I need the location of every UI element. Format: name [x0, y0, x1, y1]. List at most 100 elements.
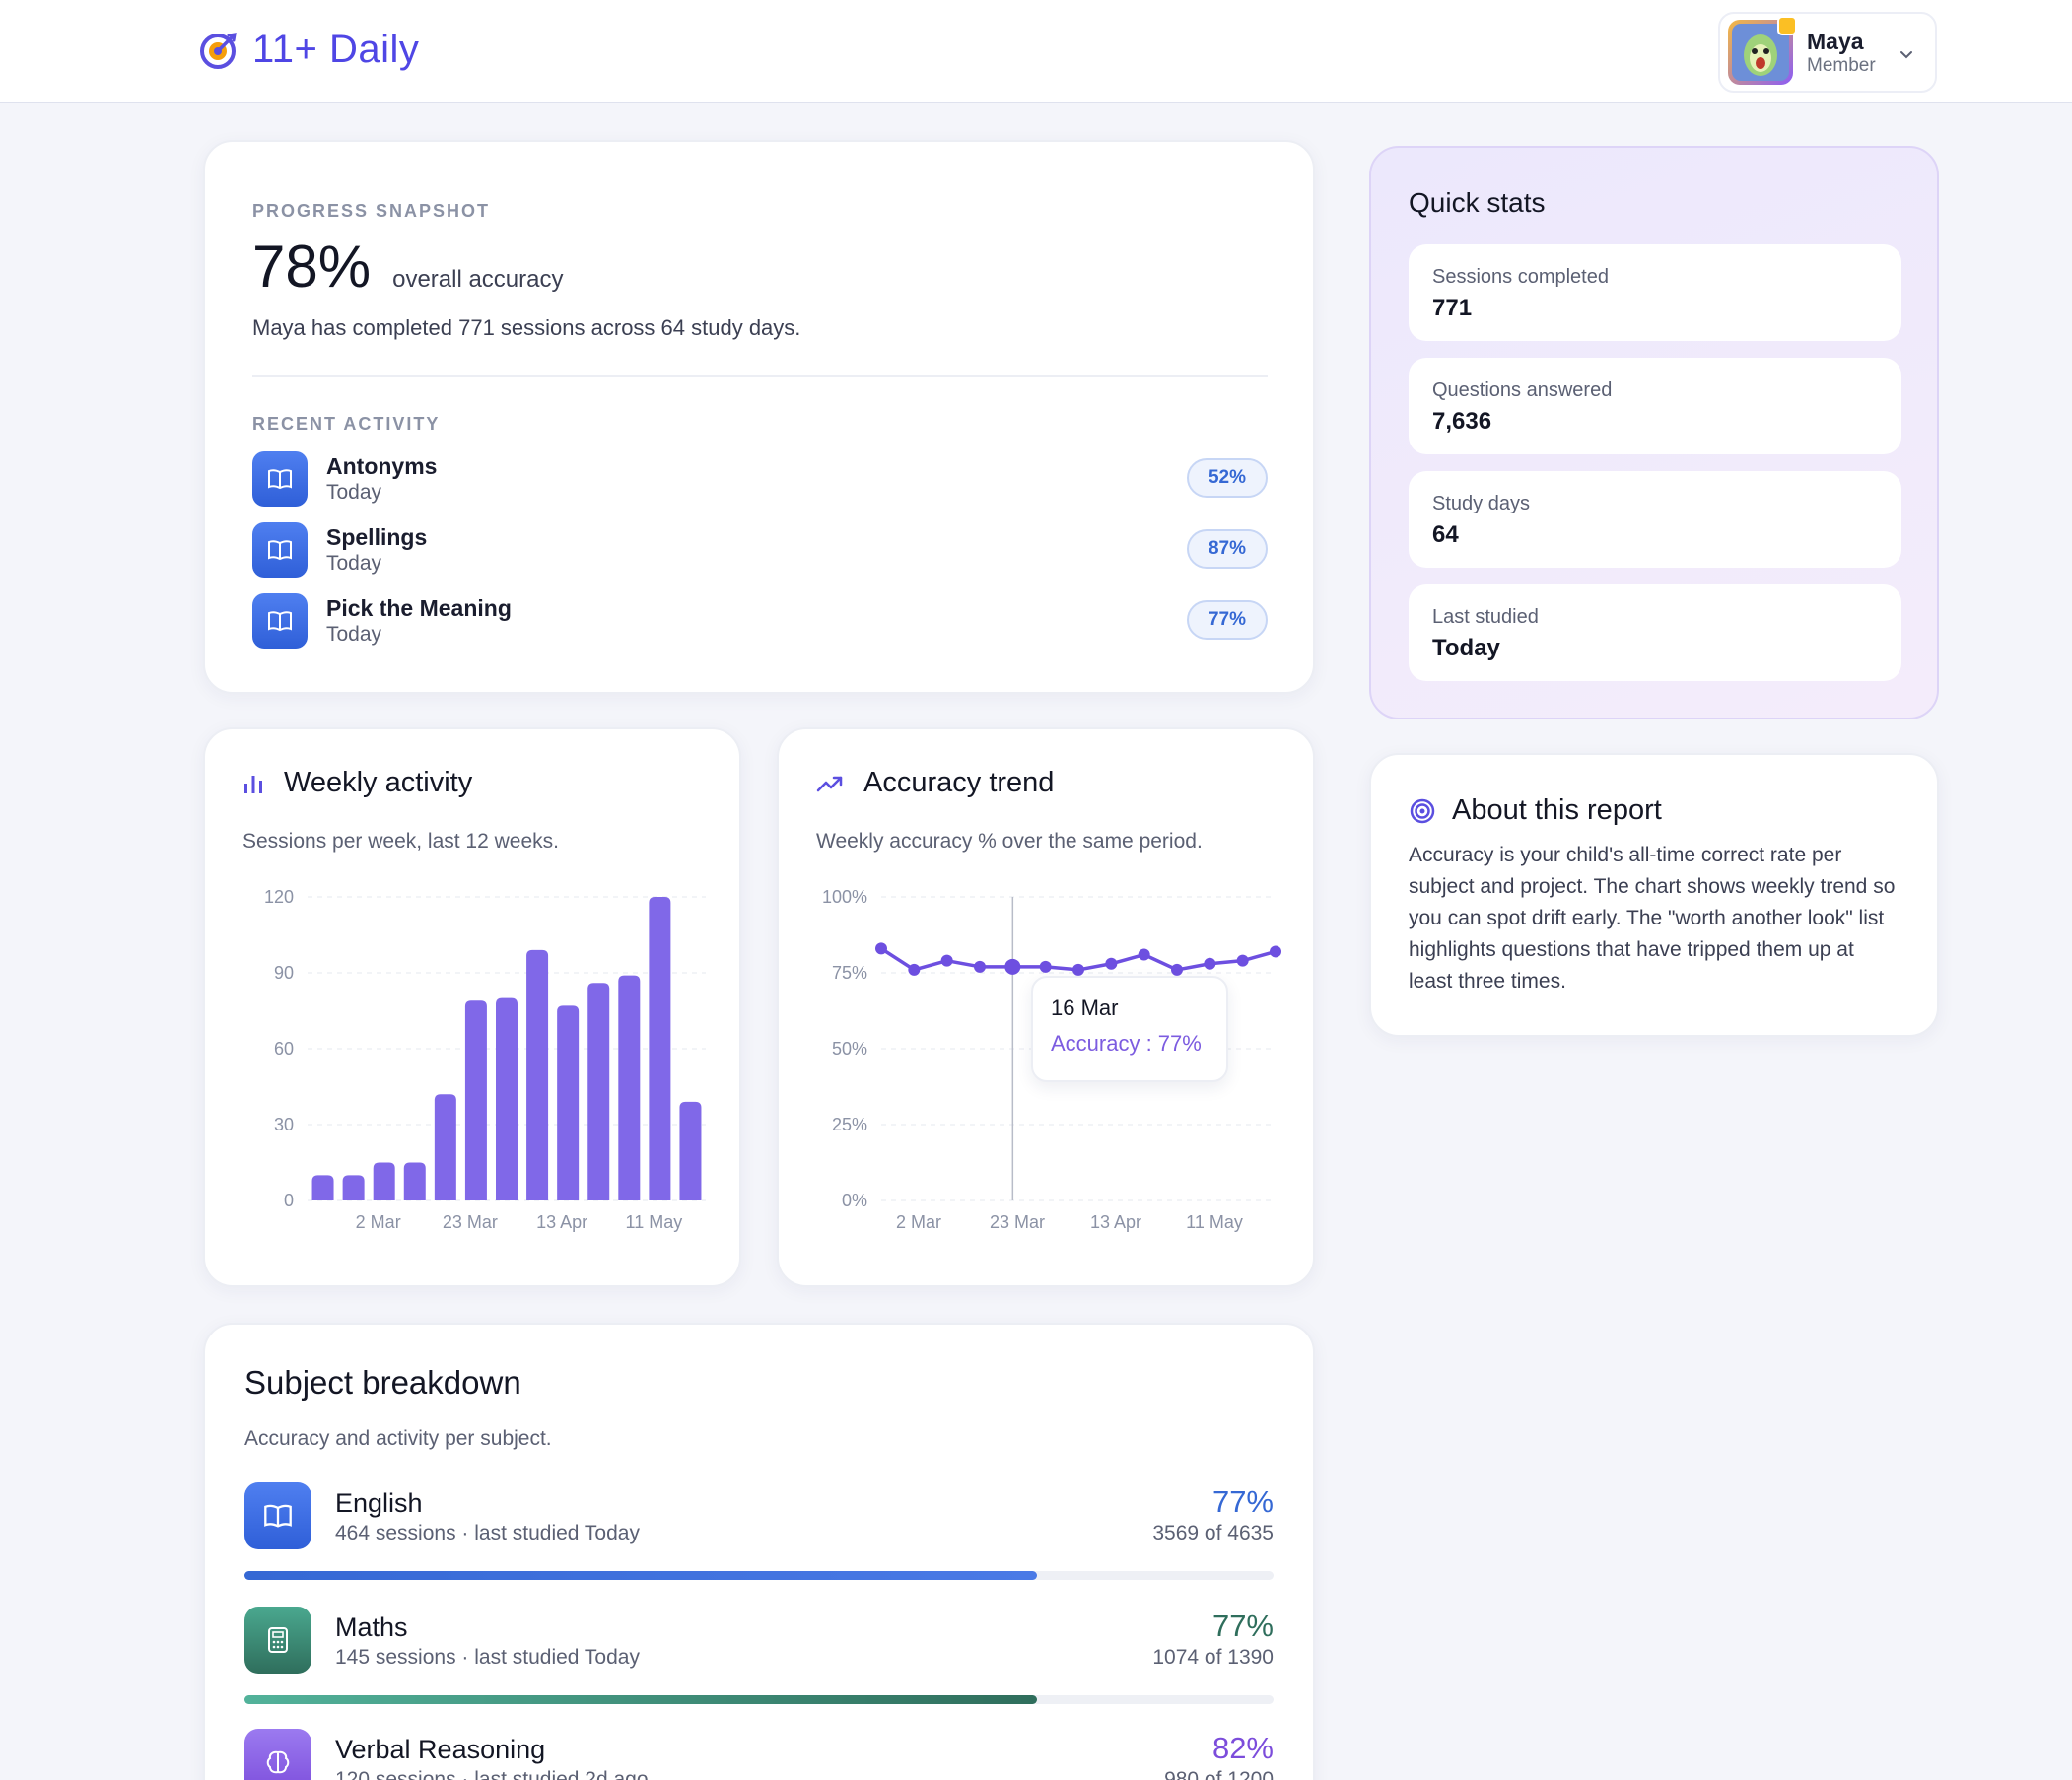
- snapshot-eyebrow: PROGRESS SNAPSHOT: [252, 201, 491, 221]
- badge-icon: [1777, 16, 1797, 35]
- stat-label: Last studied: [1432, 606, 1539, 628]
- data-point: [1105, 957, 1118, 970]
- tooltip-value: Accuracy : 77%: [1051, 1031, 1202, 1056]
- bar: [587, 983, 610, 1200]
- stat-value: 7,636: [1432, 408, 1492, 435]
- progress-track: [244, 1571, 1274, 1580]
- data-point: [940, 954, 953, 967]
- stat-last-studied: Last studied Today: [1409, 584, 1901, 681]
- y-tick-label: 60: [274, 1039, 294, 1059]
- bar: [649, 897, 671, 1200]
- stat-value: 771: [1432, 295, 1473, 321]
- y-tick-label: 30: [274, 1115, 294, 1134]
- about-report-card: About this report Accuracy is your child…: [1369, 753, 1939, 1037]
- data-point: [875, 942, 887, 955]
- data-point: [1236, 954, 1249, 967]
- stat-value: 64: [1432, 521, 1459, 548]
- activity-title: Spellings: [326, 524, 428, 550]
- brand-name: 11+ Daily: [252, 28, 420, 71]
- book-icon: [252, 522, 308, 578]
- data-point: [1072, 963, 1084, 976]
- subject-count: 1074 of 1390: [1152, 1646, 1274, 1669]
- chart-tooltip: 16 Mar Accuracy : 77%: [1031, 976, 1228, 1082]
- stat-label: Study days: [1432, 493, 1530, 514]
- y-tick-label: 50%: [832, 1039, 867, 1059]
- bar-chart-icon: [244, 775, 262, 793]
- weekly-activity-subtitle: Sessions per week, last 12 weeks.: [242, 830, 559, 853]
- score-badge: 52%: [1187, 458, 1268, 498]
- recent-activity-list: Antonyms Today 52% Spellings Today 87% P…: [252, 451, 1268, 664]
- subject-accuracy: 77%: [1211, 1609, 1274, 1643]
- progress-track: [244, 1695, 1274, 1704]
- score-badge: 77%: [1187, 600, 1268, 640]
- about-body: Accuracy is your child's all-time correc…: [1409, 844, 1896, 993]
- subject-meta: 464 sessions · last studied Today: [335, 1522, 640, 1544]
- avocado-avatar-icon: [1744, 34, 1777, 76]
- subject-accuracy: 77%: [1211, 1484, 1274, 1519]
- bar: [557, 1005, 580, 1200]
- subject-count: 3569 of 4635: [1152, 1522, 1274, 1544]
- subject-row-verbal-reasoning[interactable]: Verbal Reasoning 120 sessions · last stu…: [244, 1729, 1274, 1780]
- activity-time: Today: [326, 481, 382, 504]
- data-point: [1138, 948, 1150, 961]
- tooltip-date: 16 Mar: [1051, 995, 1119, 1020]
- x-tick-label: 11 May: [626, 1212, 683, 1232]
- weekly-bar-chart: 0 30 60 90 120 2 Mar 23 Mar 13 Apr 11 May: [264, 887, 706, 1232]
- activity-time: Today: [326, 623, 382, 646]
- subject-meta: 145 sessions · last studied Today: [335, 1646, 640, 1669]
- bar: [618, 975, 641, 1200]
- book-icon: [252, 593, 308, 649]
- list-item[interactable]: Spellings Today 87%: [252, 522, 1268, 593]
- list-item[interactable]: Pick the Meaning Today 77%: [252, 593, 1268, 664]
- bar: [496, 997, 518, 1200]
- list-item[interactable]: Antonyms Today 52%: [252, 451, 1268, 522]
- y-tick-label: 100%: [822, 887, 867, 907]
- quick-stats-card: Quick stats Sessions completed 771 Quest…: [1369, 146, 1939, 719]
- weekly-activity-card: Weekly activity Sessions per week, last …: [203, 727, 741, 1287]
- user-role: Member: [1807, 54, 1876, 76]
- accuracy-line-chart[interactable]: 0% 25% 50% 75% 100% 2 Mar 23 Mar 13 Apr 11 May: [779, 729, 1317, 1289]
- y-tick-label: 120: [264, 887, 294, 907]
- score-badge: 87%: [1187, 529, 1268, 569]
- subject-breakdown-card: Subject breakdown Accuracy and activity …: [203, 1323, 1315, 1780]
- brand[interactable]: 11+ Daily: [199, 28, 419, 72]
- stat-questions-answered: Questions answered 7,636: [1409, 358, 1901, 454]
- accuracy-trend-subtitle: Weekly accuracy % over the same period.: [816, 830, 1203, 853]
- chevron-down-icon[interactable]: [1898, 45, 1915, 63]
- bar: [679, 1101, 702, 1200]
- subject-breakdown-subtitle: Accuracy and activity per subject.: [244, 1427, 552, 1450]
- x-tick-label: 23 Mar: [443, 1212, 498, 1232]
- book-icon: [244, 1482, 311, 1549]
- x-tick-label: 13 Apr: [536, 1212, 587, 1232]
- bar: [526, 949, 549, 1200]
- x-tick-label: 23 Mar: [990, 1212, 1045, 1232]
- y-tick-label: 25%: [832, 1115, 867, 1134]
- calculator-icon: [244, 1607, 311, 1674]
- target-logo-icon: [200, 32, 237, 69]
- x-tick-label: 2 Mar: [896, 1212, 941, 1232]
- stat-label: Questions answered: [1432, 379, 1613, 401]
- user-name: Maya: [1807, 28, 1864, 54]
- subject-row-maths[interactable]: Maths 145 sessions · last studied Today …: [244, 1607, 1274, 1731]
- activity-title: Antonyms: [326, 453, 438, 479]
- progress-snapshot-card: PROGRESS SNAPSHOT 78% overall accuracy M…: [203, 140, 1315, 694]
- x-tick-label: 11 May: [1186, 1212, 1243, 1232]
- about-title: About this report: [1452, 794, 1662, 826]
- x-tick-label: 13 Apr: [1090, 1212, 1141, 1232]
- brain-icon: [244, 1729, 311, 1780]
- data-point: [974, 960, 986, 973]
- data-point: [1204, 957, 1216, 970]
- subject-name: Maths: [335, 1612, 408, 1642]
- avatar: [1728, 16, 1797, 85]
- y-tick-label: 90: [274, 963, 294, 983]
- y-tick-label: 0%: [842, 1191, 867, 1210]
- bar: [403, 1162, 426, 1200]
- user-menu[interactable]: Maya Member: [1718, 12, 1937, 93]
- stat-value: Today: [1432, 635, 1500, 661]
- subject-meta: 120 sessions · last studied 2d ago: [335, 1768, 649, 1780]
- subject-row-english[interactable]: English 464 sessions · last studied Toda…: [244, 1482, 1274, 1607]
- stat-label: Sessions completed: [1432, 266, 1609, 288]
- subject-name: English: [335, 1488, 423, 1518]
- subject-accuracy: 82%: [1211, 1731, 1274, 1765]
- trending-up-icon: [816, 776, 843, 791]
